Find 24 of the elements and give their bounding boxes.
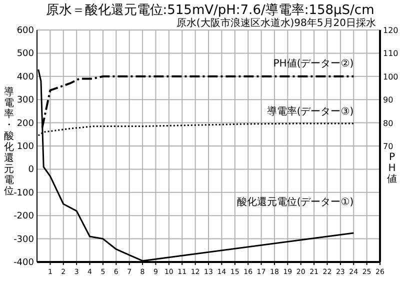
y-tick-label: 500	[16, 49, 34, 60]
y-tick-label: 300	[16, 96, 34, 106]
y-tick-label: 100	[16, 142, 34, 152]
chart-title: 原水＝酸化還元電位:515mV/pH:7.6/導電率:158μS/cm	[46, 2, 374, 18]
series-label: 導電率(データー③)	[266, 105, 354, 118]
y2-tick-label: 90	[383, 96, 394, 105]
y2-tick-label: 80	[383, 118, 394, 128]
y-tick-label: -100	[14, 188, 34, 198]
y2-tick-label: 120	[383, 26, 398, 35]
text: 導電率・酸化還元電位	[4, 87, 14, 197]
text: 酸化還元電位(データー①)	[236, 196, 354, 208]
y-tick-label: -400	[14, 258, 34, 268]
y-tick-label: -300	[14, 234, 34, 245]
y2-axis-title: PH値	[387, 152, 397, 185]
y-tick-label: 600	[16, 26, 34, 36]
y-tick-label: 400	[16, 72, 34, 82]
y-tick-label: 200	[16, 118, 34, 129]
y-tick-label: -200	[14, 212, 34, 222]
series-label: PH値(データー②)	[273, 57, 354, 70]
chart-subtitle: 原水(大阪市浪速区水道水)98年5月20日採水	[176, 17, 376, 29]
y2-tick-label: 100	[383, 72, 398, 82]
y2-tick-label: 110	[383, 49, 398, 58]
y-tick-label: 0	[28, 165, 34, 176]
y2-tick-label: 70	[383, 142, 394, 151]
